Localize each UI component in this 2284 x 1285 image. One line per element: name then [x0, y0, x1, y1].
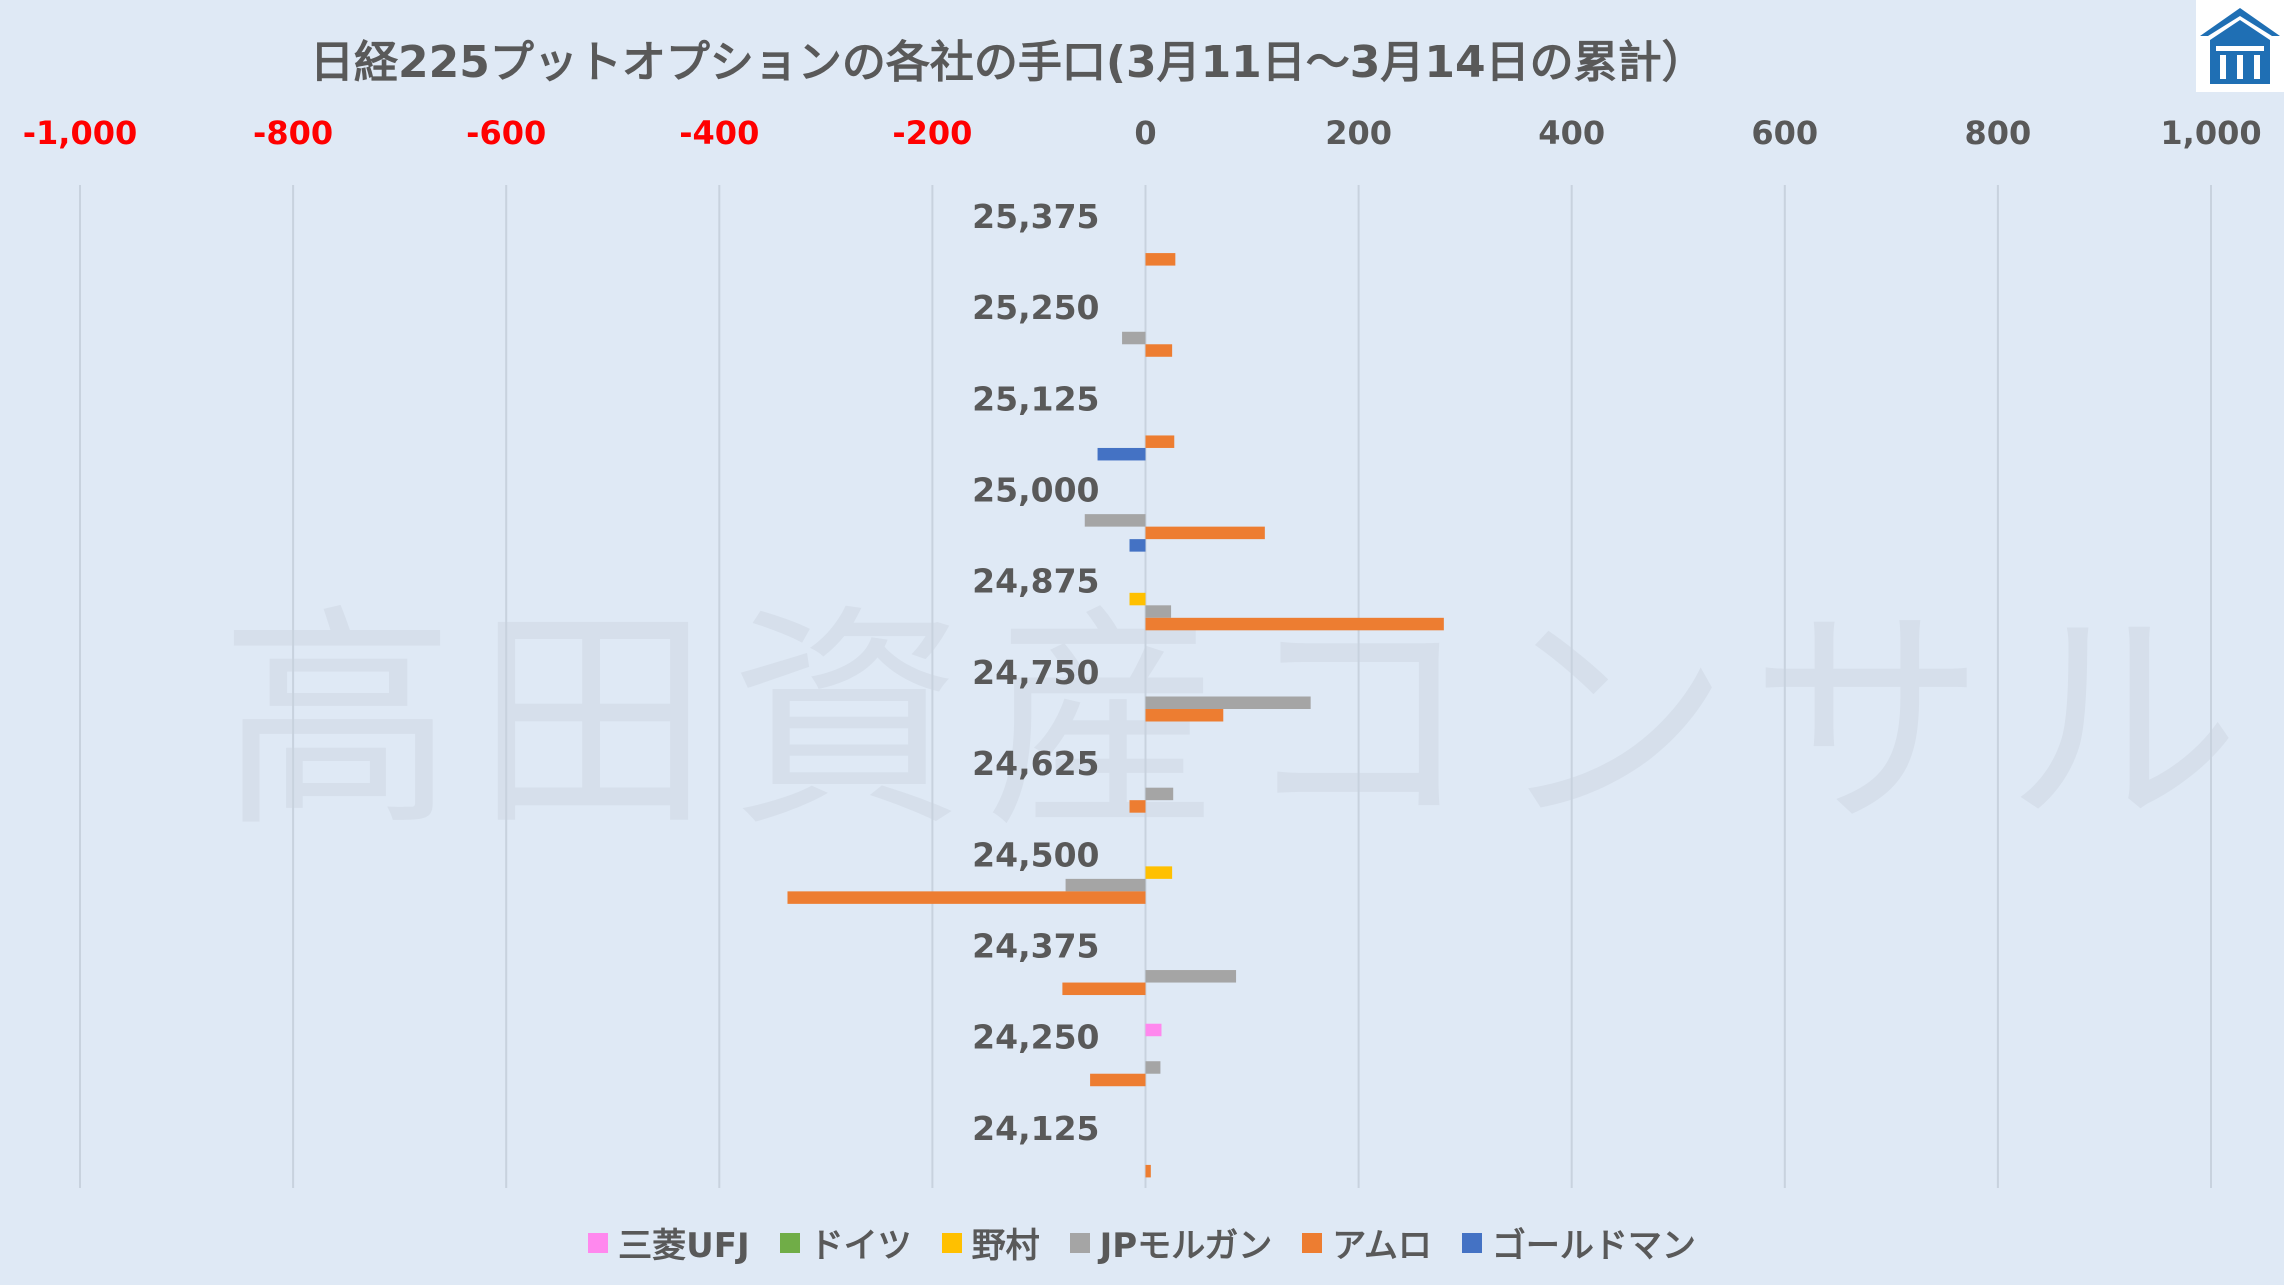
legend-item: 三菱UFJ: [588, 1218, 750, 1267]
legend-label: 野村: [971, 1226, 1040, 1266]
bar: [1145, 1164, 1151, 1178]
category-label: 24,250: [972, 1018, 1099, 1057]
bar-chart: -1,000 -800 -600 -400 -200 0 200 400 600 800 1,000…: [23, 114, 2262, 1188]
bar: [1122, 331, 1146, 345]
x-tick-label: -400: [679, 114, 759, 152]
x-tick-label: 1,000: [2160, 114, 2261, 152]
bar: [1145, 866, 1173, 879]
legend-swatch: [588, 1232, 609, 1253]
legend-label: ゴールドマン: [1491, 1226, 1696, 1266]
bar: [1129, 539, 1146, 552]
bar: [1145, 344, 1173, 357]
x-tick-label: 0: [1134, 114, 1156, 152]
bar: [1084, 514, 1146, 527]
bar: [1129, 592, 1146, 606]
legend: 三菱UFJ ドイツ 野村 JPモルガン アムロ ゴールドマン: [0, 1218, 2284, 1267]
legend-item: 野村: [941, 1218, 1040, 1267]
x-tick-label: 800: [1965, 114, 2032, 152]
x-tick-label: 200: [1325, 114, 1392, 152]
legend-swatch: [941, 1232, 962, 1253]
legend-label: JPモルガン: [1099, 1226, 1273, 1266]
bar: [1145, 787, 1174, 801]
legend-item: ドイツ: [779, 1218, 912, 1267]
category-label: 24,875: [972, 562, 1099, 601]
legend-item: JPモルガン: [1069, 1218, 1273, 1267]
logo-icon: [2196, 0, 2284, 92]
bar: [1145, 709, 1224, 722]
legend-label: ドイツ: [809, 1226, 912, 1266]
bar: [1145, 1023, 1162, 1037]
category-label: 25,125: [972, 379, 1099, 418]
bar: [1145, 1061, 1161, 1074]
category-label: 24,500: [972, 835, 1099, 874]
legend-label: 三菱UFJ: [618, 1226, 750, 1266]
category-label: 25,375: [972, 197, 1099, 236]
legend-swatch: [1461, 1232, 1482, 1253]
category-labels: 25,375 25,250 25,125 25,000 24,875 24,750 24,6…: [972, 197, 1099, 1148]
category-label: 25,000: [972, 471, 1099, 510]
legend-item: ゴールドマン: [1461, 1218, 1696, 1267]
x-tick-label: -1,000: [23, 114, 138, 152]
x-tick-label: 600: [1751, 114, 1818, 152]
category-label: 25,250: [972, 288, 1099, 327]
bar: [1090, 1073, 1146, 1087]
bar: [787, 891, 1146, 904]
legend-label: アムロ: [1332, 1226, 1432, 1266]
bar: [1145, 696, 1311, 709]
bar: [1097, 447, 1146, 461]
bar: [1145, 253, 1176, 266]
x-tick-label: 400: [1538, 114, 1605, 152]
category-label: 24,375: [972, 926, 1099, 965]
bar: [1062, 982, 1146, 996]
legend-swatch: [1302, 1232, 1323, 1253]
bar: [1129, 800, 1146, 813]
category-label: 24,125: [972, 1109, 1099, 1148]
x-tick-label: -200: [892, 114, 972, 152]
legend-swatch: [1069, 1232, 1090, 1253]
x-tick-label: -600: [466, 114, 546, 152]
x-axis-ticks: -1,000 -800 -600 -400 -200 0 200 400 600 800 1,000: [23, 114, 2262, 152]
category-label: 24,750: [972, 653, 1099, 692]
legend-item: アムロ: [1302, 1218, 1432, 1267]
category-label: 24,625: [972, 744, 1099, 783]
chart-title: 日経225プットオプションの各社の手口(3月11日～3月14日の累計）: [310, 37, 1706, 88]
x-tick-label: -800: [253, 114, 333, 152]
bar: [1145, 617, 1444, 631]
bars: [787, 253, 1444, 1178]
bar: [1145, 605, 1172, 618]
bar: [1065, 878, 1146, 892]
legend-swatch: [779, 1232, 800, 1253]
gridlines: [79, 185, 2212, 1188]
bar: [1145, 970, 1237, 983]
bar: [1145, 435, 1175, 448]
bar: [1145, 526, 1265, 540]
